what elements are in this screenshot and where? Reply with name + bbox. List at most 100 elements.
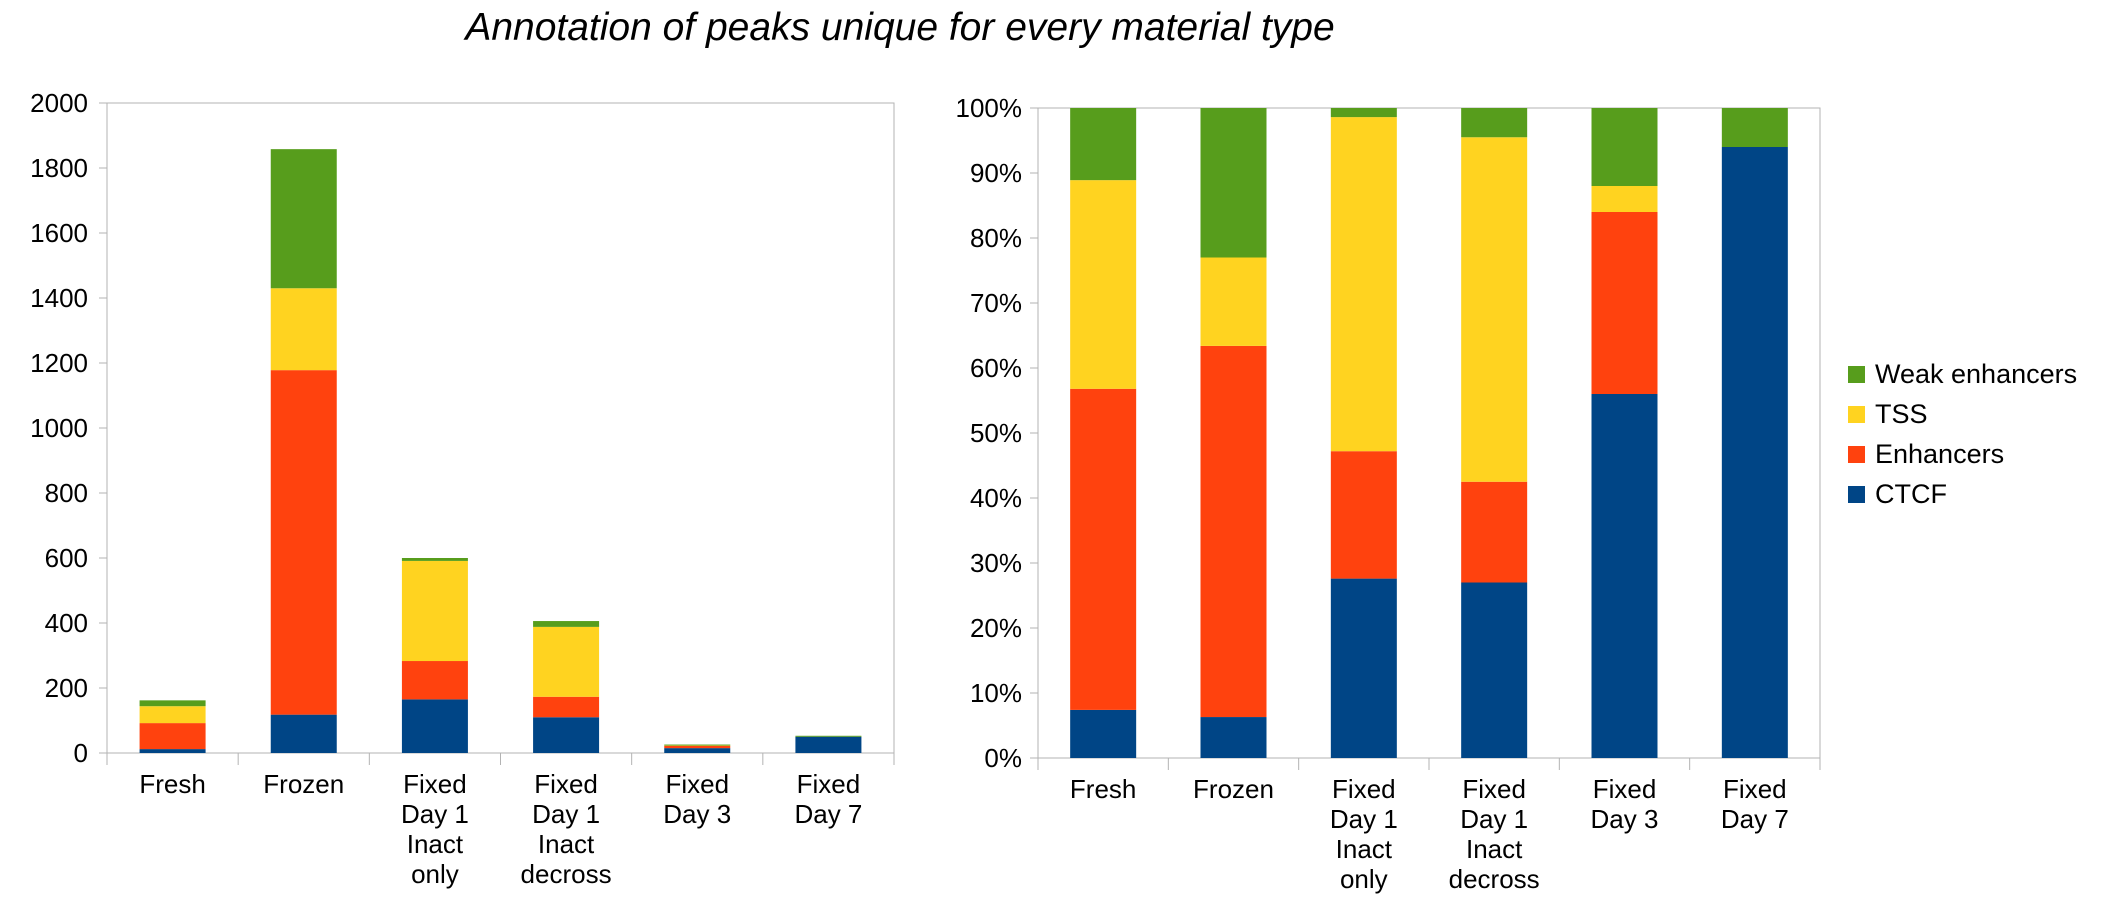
chart2-bar-tss [1461,137,1528,482]
chart2-x-tick-label: Fixed [1593,774,1657,804]
chart1-bar-ctcf [270,714,337,753]
chart2-bar-tss [1200,257,1267,346]
chart2-bar-enhancers [1200,345,1267,718]
chart2-x-tick-label: Fresh [1070,774,1136,804]
chart1-bar-ctcf [795,736,862,753]
chart2-y-tick-label: 0% [984,743,1022,773]
chart1-x-tick-label: Fixed [534,769,598,799]
chart1-bar-tss [401,560,468,662]
chart2-bar-enhancers [1591,212,1658,394]
chart2-y-tick-label: 90% [970,158,1022,188]
legend-item-enhancers: Enhancers [1848,434,2077,474]
chart2-bar-weak-enhancers [1591,108,1658,186]
chart2-plot-frame [1037,107,1821,759]
chart1-bar-enhancers [401,661,468,700]
chart1-plot-frame [106,102,895,754]
chart1-x-tick-label: Inact [407,829,464,859]
chart1-y-tick-label: 0 [74,738,88,768]
chart1-x-tick-label: Day 7 [794,799,862,829]
chart2-x-tick-label: Fixed [1723,774,1787,804]
chart1-bar-tss [139,706,206,724]
chart1-x-tick-label: Fixed [665,769,729,799]
chart2-x-tick-label: Fixed [1462,774,1526,804]
chart1-bar-ctcf [664,748,731,753]
chart1-y-tick-label: 1600 [30,218,88,248]
legend-item-tss: TSS [1848,394,2077,434]
chart2-y-tick-label: 60% [970,353,1022,383]
legend-swatch-ctcf [1848,485,1865,503]
chart2-bar-ctcf [1721,147,1788,758]
chart1-x-tick-label: only [411,859,459,889]
chart1-bar-weak-enhancers [270,149,337,289]
chart2-x-tick-label: decross [1449,864,1540,894]
chart1-bar-tss [270,288,337,371]
chart2-x-tick-label: Inact [1336,834,1393,864]
chart2-bar-ctcf [1070,709,1137,758]
chart2-x-tick-label: Day 7 [1721,804,1789,834]
chart1-x-tick-label: Day 1 [532,799,600,829]
chart1-x-tick-label: Day 3 [663,799,731,829]
chart2-y-tick-label: 80% [970,223,1022,253]
chart2-y-tick-label: 20% [970,613,1022,643]
chart1-bar-enhancers [270,370,337,715]
chart1-y-tick-label: 1200 [30,348,88,378]
chart2-bar-ctcf [1330,578,1397,758]
chart2-bar-ctcf [1591,394,1658,758]
chart2-y-tick-label: 100% [956,93,1023,123]
legend-swatch-weak-enhancers [1848,365,1865,383]
chart1-y-tick-label: 800 [45,478,88,508]
chart1-bar-ctcf [533,717,600,753]
legend-item-ctcf: CTCF [1848,474,2077,514]
chart2-x-tick-label: Day 1 [1330,804,1398,834]
legend-label-enhancers: Enhancers [1875,438,2005,469]
chart1-x-tick-label: Frozen [263,769,344,799]
chart2-x-tick-label: Fixed [1332,774,1396,804]
chart2-x-tick-label: Frozen [1193,774,1274,804]
chart2-y-tick-label: 70% [970,288,1022,318]
chart1-bar-ctcf [139,749,206,753]
chart2-y-tick-label: 40% [970,483,1022,513]
legend-swatch-tss [1848,405,1865,423]
chart1-bar-weak-enhancers [795,735,862,737]
chart1-bar-ctcf [401,699,468,753]
chart2-bar-tss [1330,117,1397,452]
chart1-x-tick-label: Fixed [403,769,467,799]
chart1-x-tick-label: decross [521,859,612,889]
chart1-bar-enhancers [664,745,731,749]
chart2-x-tick-label: only [1340,864,1388,894]
chart2-x-tick-label: Inact [1466,834,1523,864]
chart1-bar-tss [533,626,600,697]
chart1-y-tick-label: 1800 [30,153,88,183]
chart1-x-tick-label: Fixed [797,769,861,799]
chart2-bar-enhancers [1461,481,1528,583]
chart2-y-tick-label: 10% [970,678,1022,708]
chart1-bar-weak-enhancers [664,744,731,746]
legend-label-ctcf: CTCF [1875,478,1947,509]
chart2-bar-enhancers [1070,388,1137,710]
chart2-y-tick-label: 30% [970,548,1022,578]
chart2-bar-enhancers [1330,451,1397,579]
chart1-y-tick-label: 2000 [30,88,88,118]
chart2-y-tick-label: 50% [970,418,1022,448]
chart2-bar-weak-enhancers [1200,108,1267,258]
chart1-y-tick-label: 400 [45,608,88,638]
chart2-bar-tss [1591,186,1658,212]
chart2-bar-weak-enhancers [1461,108,1528,138]
chart2-x-tick-label: Day 3 [1591,804,1659,834]
legend: Weak enhancers TSS Enhancers CTCF [1848,354,2077,514]
chart1-y-tick-label: 200 [45,673,88,703]
chart2-bar-ctcf [1461,582,1528,758]
chart1-y-tick-label: 1400 [30,283,88,313]
chart2-bar-weak-enhancers [1070,108,1137,181]
chart2-bar-ctcf [1200,717,1267,758]
chart2-bar-weak-enhancers [1330,108,1397,118]
legend-label-weak-enhancers: Weak enhancers [1875,358,2078,389]
legend-item-weak-enhancers: Weak enhancers [1848,354,2077,394]
legend-label-tss: TSS [1875,398,1928,429]
chart2-bar-tss [1070,180,1137,389]
chart1-y-tick-label: 600 [45,543,88,573]
chart1-x-tick-label: Fresh [139,769,205,799]
chart1-y-tick-label: 1000 [30,413,88,443]
chart1-x-tick-label: Day 1 [401,799,469,829]
